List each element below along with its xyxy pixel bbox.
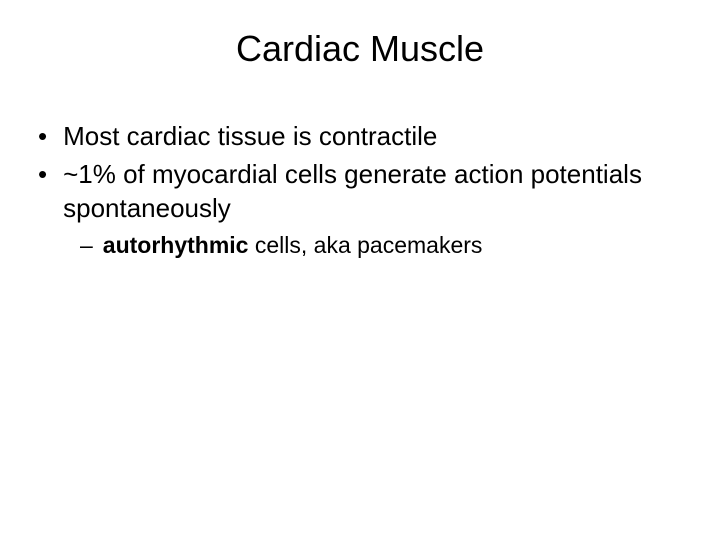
sub-bullet-bold: autorhythmic [103, 232, 249, 258]
slide-container: Cardiac Muscle • Most cardiac tissue is … [0, 0, 720, 540]
slide-content: • Most cardiac tissue is contractile • ~… [30, 120, 690, 261]
bullet-item: • ~1% of myocardial cells generate actio… [38, 158, 690, 226]
sub-bullet-item: – autorhythmic cells, aka pacemakers [80, 231, 690, 261]
bullet-item: • Most cardiac tissue is contractile [38, 120, 690, 154]
sub-bullet-marker: – [80, 231, 93, 261]
slide-title: Cardiac Muscle [30, 28, 690, 70]
sub-bullet-text: autorhythmic cells, aka pacemakers [103, 231, 483, 261]
bullet-text: Most cardiac tissue is contractile [63, 120, 690, 154]
bullet-marker: • [38, 120, 47, 154]
bullet-marker: • [38, 158, 47, 192]
sub-bullet-rest: cells, aka pacemakers [248, 232, 482, 258]
bullet-text: ~1% of myocardial cells generate action … [63, 158, 690, 226]
